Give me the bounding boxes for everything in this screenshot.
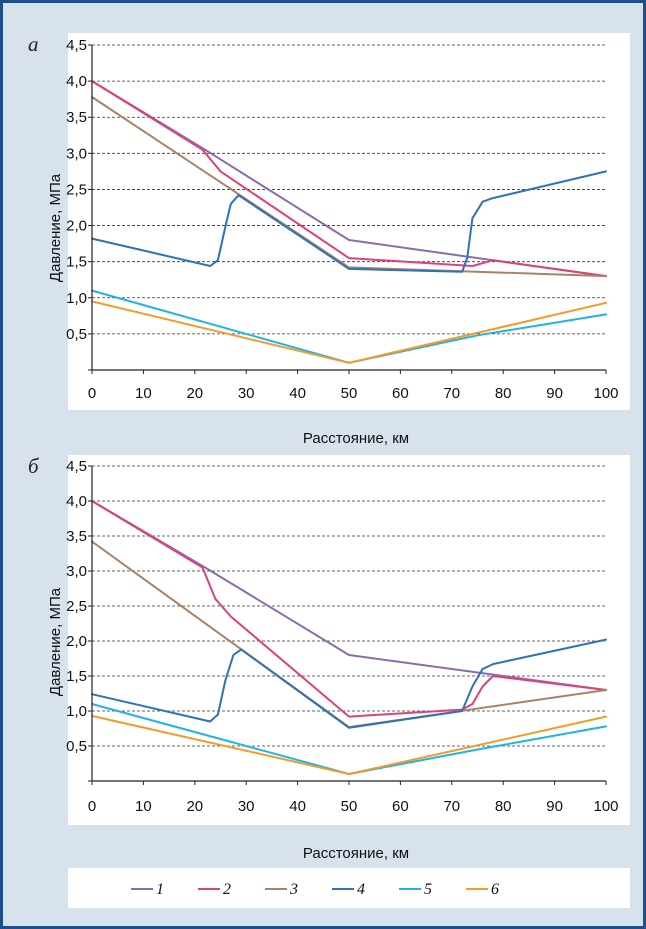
chart-panel-a: а Расстояние, км Давление, МПа 0,5 1,0 1,5… (28, 32, 630, 447)
y-tick-label: 4,0 (66, 493, 87, 510)
y-tick-label: 1,0 (66, 703, 87, 720)
x-tick-label: 80 (495, 798, 512, 815)
y-tick-label: 0,5 (66, 738, 87, 755)
x-tick-label: 20 (186, 798, 203, 815)
x-tick-label: 20 (186, 385, 203, 402)
y-tick-label: 0,5 (66, 326, 87, 343)
y-axis-title: Давление, МПа (47, 173, 64, 282)
y-tick-label: 3,5 (66, 528, 87, 545)
x-tick-label: 50 (341, 385, 358, 402)
y-tick-label: 4,0 (66, 73, 87, 90)
x-tick-label: 40 (289, 385, 306, 402)
x-tick-label: 70 (443, 385, 460, 402)
y-tick-label: 3,0 (66, 563, 87, 580)
x-tick-labels: 0 10 20 30 40 50 60 70 80 90 100 (88, 798, 619, 815)
x-tick-label: 90 (546, 798, 563, 815)
legend-label-3: 3 (289, 881, 298, 898)
series-line-6 (91, 300, 607, 364)
series-layer (91, 500, 607, 775)
plot-background (68, 33, 630, 410)
y-tick-label: 2,0 (66, 218, 87, 235)
series-line-2 (91, 500, 607, 718)
legend-label-4: 4 (357, 881, 365, 898)
x-tick-labels: 0 10 20 30 40 50 60 70 80 90 100 (88, 385, 619, 402)
x-tick-label: 10 (135, 385, 152, 402)
grid-lines (92, 44, 606, 335)
x-tick-label: 90 (546, 385, 563, 402)
panel-label: б (28, 454, 40, 478)
legend-label-2: 2 (223, 881, 231, 898)
axes (88, 465, 607, 785)
x-axis-title: Расстояние, км (303, 430, 409, 447)
y-tick-label: 2,0 (66, 633, 87, 650)
y-tick-labels: 0,5 1,0 1,5 2,0 2,5 3,0 3,5 4,0 4,5 (66, 458, 87, 755)
x-tick-label: 100 (593, 385, 618, 402)
series-layer (91, 80, 607, 364)
legend: 1 2 3 4 5 6 (68, 868, 630, 908)
panel-label: а (28, 32, 39, 56)
y-tick-label: 1,5 (66, 668, 87, 685)
y-tick-label: 1,0 (66, 290, 87, 307)
y-tick-labels: 0,5 1,0 1,5 2,0 2,5 3,0 3,5 4,0 4,5 (66, 37, 87, 343)
x-tick-label: 0 (88, 798, 96, 815)
series-line-3 (91, 96, 607, 278)
x-tick-label: 30 (238, 385, 255, 402)
x-tick-label: 10 (135, 798, 152, 815)
series-line-6 (91, 714, 607, 775)
series-line-4 (91, 638, 607, 729)
x-axis-title: Расстояние, км (303, 845, 409, 862)
x-tick-label: 0 (88, 385, 96, 402)
y-tick-label: 3,0 (66, 145, 87, 162)
x-tick-label: 60 (392, 385, 409, 402)
y-tick-label: 4,5 (66, 37, 87, 54)
plot-background (68, 455, 630, 825)
grid-lines (92, 465, 606, 747)
chart-panel-b: б Расстояние, км Давление, МПа 0,5 1,0 1,5… (28, 454, 630, 862)
x-tick-label: 80 (495, 385, 512, 402)
x-tick-label: 100 (593, 798, 618, 815)
x-tick-label: 30 (238, 798, 255, 815)
series-line-4 (91, 170, 607, 273)
legend-label-5: 5 (424, 881, 432, 898)
y-tick-label: 4,5 (66, 458, 87, 475)
legend-label-1: 1 (156, 881, 164, 898)
y-tick-label: 3,5 (66, 109, 87, 126)
y-tick-label: 2,5 (66, 598, 87, 615)
x-tick-label: 50 (341, 798, 358, 815)
x-tick-label: 60 (392, 798, 409, 815)
legend-label-6: 6 (491, 881, 499, 898)
y-tick-label: 1,5 (66, 254, 87, 271)
series-line-2 (91, 80, 607, 278)
y-tick-label: 2,5 (66, 181, 87, 198)
x-tick-label: 70 (443, 798, 460, 815)
axes (88, 44, 607, 374)
x-tick-label: 40 (289, 798, 306, 815)
y-axis-title: Давление, МПа (47, 587, 64, 696)
